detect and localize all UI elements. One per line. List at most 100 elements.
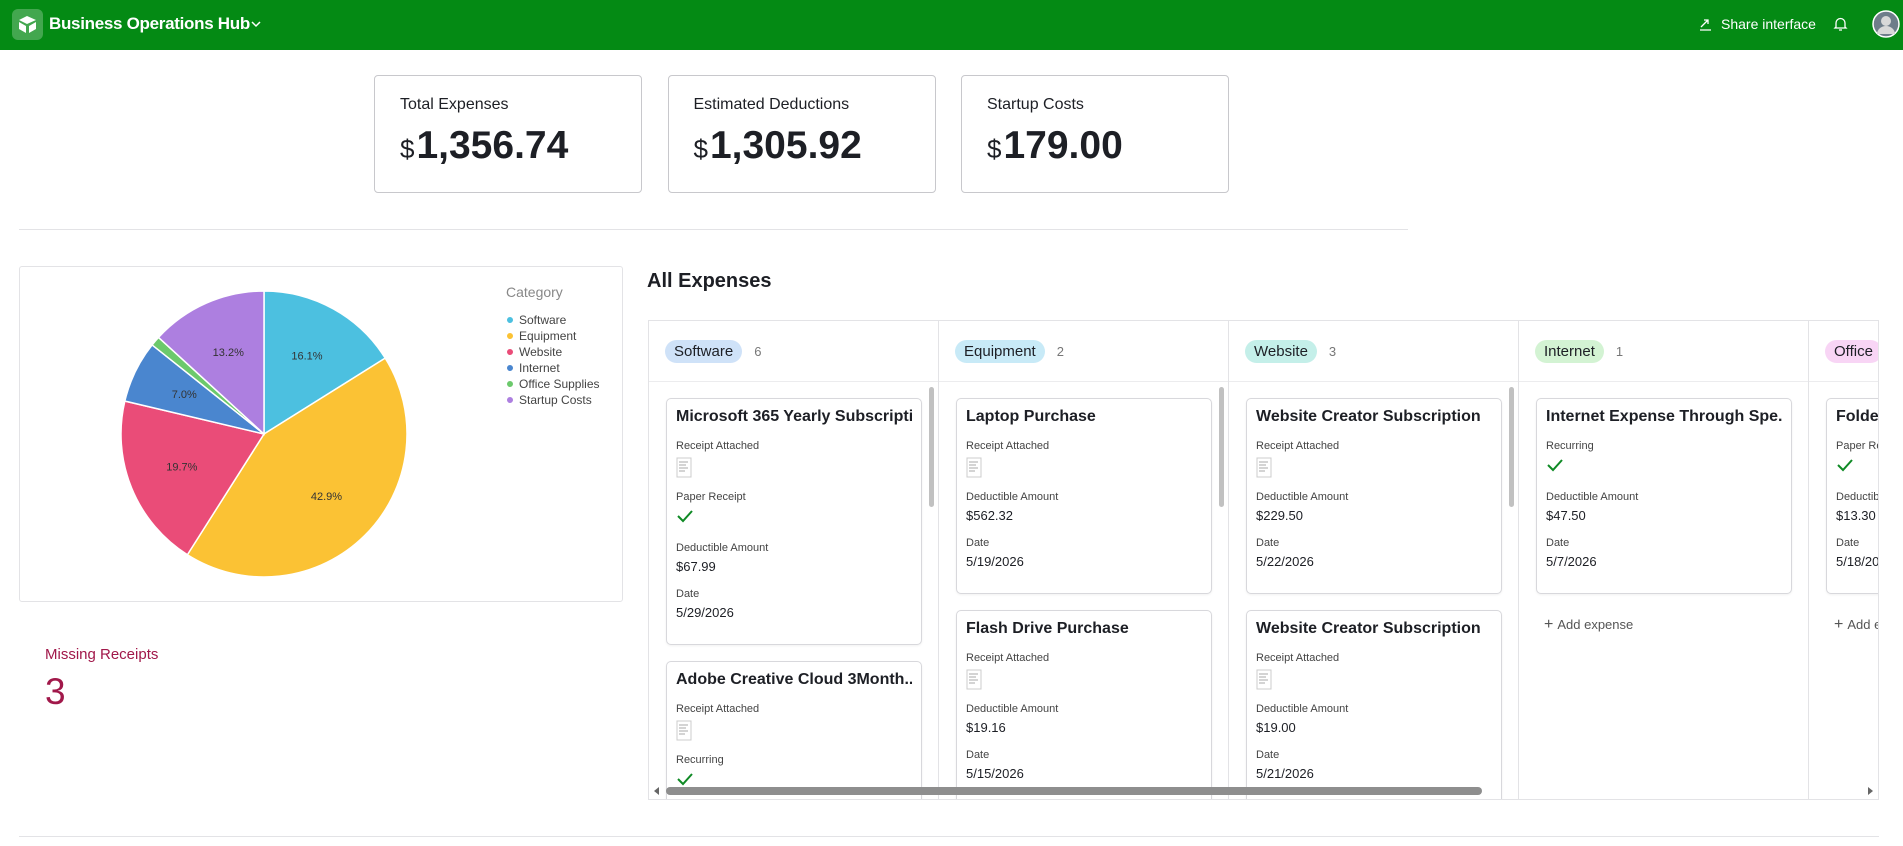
field-label: Paper Receipt <box>676 491 746 503</box>
receipt-thumbnail[interactable] <box>966 457 1202 479</box>
plus-icon: + <box>1834 616 1844 633</box>
checkmark <box>1837 459 1853 472</box>
kpi-label: Startup Costs <box>987 96 1084 113</box>
board-title: All Expenses <box>647 270 772 292</box>
field-label: Date <box>966 537 990 549</box>
kpi-value: 1,356.74 <box>416 124 569 167</box>
field-label: Recurring <box>1546 440 1594 452</box>
field-value: 5/19/2026 <box>966 554 1024 569</box>
slice-label: 16.1% <box>291 350 322 362</box>
slice-label: 13.2% <box>213 347 244 359</box>
expense-card[interactable]: Folder Paper Receipt Deductible Amount $13.… <box>1826 398 1879 594</box>
column-tag[interactable]: Equipment <box>955 339 1045 363</box>
field-label: Receipt Attached <box>966 440 1050 452</box>
column-tag[interactable]: Website <box>1245 339 1317 363</box>
kpi-amount: $179.00 <box>987 124 1228 168</box>
pie-slice <box>186 357 408 578</box>
app-logo[interactable] <box>12 9 43 40</box>
expense-card[interactable]: Flash Drive Purchase Receipt Attached Dedu… <box>956 610 1212 799</box>
kpi-amount: $1,356.74 <box>400 124 641 168</box>
checkmark <box>1547 459 1563 472</box>
field-value: $67.99 <box>676 559 716 574</box>
board-column: Office Folder Paper Receipt Deductible Amou… <box>1809 321 1879 799</box>
field-label: Date <box>676 588 700 600</box>
column-header: Website 3 <box>1229 321 1518 382</box>
field-value: $229.50 <box>1256 508 1303 523</box>
field-value: 5/18/2026 <box>1836 554 1879 569</box>
field-label: Receipt Attached <box>1256 652 1340 664</box>
kpi-currency: $ <box>693 134 708 164</box>
legend-label: Office Supplies <box>519 377 600 391</box>
top-bar: Business Operations Hub Share interface <box>0 0 1903 50</box>
divider <box>19 836 1879 837</box>
column-tag[interactable]: Office <box>1825 339 1878 363</box>
expense-card[interactable]: Internet Expense Through Spe... Recurring… <box>1536 398 1792 594</box>
field-label: Receipt Attached <box>676 703 760 715</box>
expense-card[interactable]: Website Creator Subscription Receipt Atta… <box>1246 398 1502 594</box>
legend-swatch <box>507 365 513 371</box>
kpi-card: Total Expenses $1,356.74 <box>374 75 642 193</box>
field-value: $562.32 <box>966 508 1013 523</box>
kanban-board: Software 6 Microsoft 365 Yearly Subscripti… <box>648 320 1879 800</box>
receipt-thumbnail[interactable] <box>676 457 912 479</box>
legend-swatch <box>507 349 513 355</box>
receipt-thumbnail[interactable] <box>1256 669 1492 691</box>
field-label: Date <box>1836 537 1860 549</box>
share-icon[interactable] <box>1698 17 1713 32</box>
h-scrollbar[interactable] <box>648 783 1879 799</box>
legend-swatch <box>507 397 513 403</box>
card-title: Microsoft 365 Yearly Subscripti... <box>676 408 912 425</box>
card-title: Folder <box>1836 408 1879 425</box>
board-column: Website 3 Website Creator Subscription Rece… <box>1229 321 1519 799</box>
share-button[interactable]: Share interface <box>1721 16 1816 32</box>
field-label: Receipt Attached <box>966 652 1050 664</box>
column-tag[interactable]: Internet <box>1535 339 1604 363</box>
expense-card[interactable]: Laptop Purchase Receipt Attached Deductibl… <box>956 398 1212 594</box>
card-title: Adobe Creative Cloud 3Month... <box>676 671 912 688</box>
thumb <box>966 457 982 478</box>
field-label: Date <box>1256 537 1280 549</box>
kpi-currency: $ <box>987 134 1002 164</box>
field-value: 5/15/2026 <box>966 766 1024 781</box>
receipt-thumbnail[interactable] <box>676 720 912 742</box>
field-label: Deductible Amount <box>676 542 769 554</box>
add-expense[interactable]: +Add expense <box>1544 616 1808 634</box>
thumb <box>966 669 982 690</box>
plus-icon: + <box>1544 616 1554 633</box>
v-scrollbar <box>929 387 934 507</box>
field-value: 5/22/2026 <box>1256 554 1314 569</box>
receipt-thumbnail[interactable] <box>1256 457 1492 479</box>
expense-card[interactable]: Adobe Creative Cloud 3Month... Receipt At… <box>666 661 922 799</box>
notifications[interactable] <box>1832 15 1849 33</box>
chevron[interactable] <box>250 19 262 29</box>
slice-label: 7.0% <box>172 389 197 401</box>
receipt-thumbnail[interactable] <box>966 669 1202 691</box>
legend-title: Category <box>506 284 563 300</box>
add-label: Add expense <box>1557 617 1634 632</box>
field-label: Deductible Amount <box>1256 491 1349 503</box>
expense-card[interactable]: Website Creator Subscription Receipt Atta… <box>1246 610 1502 799</box>
card-title: Internet Expense Through Spe... <box>1546 408 1782 425</box>
expense-card[interactable]: Microsoft 365 Yearly Subscripti... Receip… <box>666 398 922 645</box>
kpi-value: 179.00 <box>1003 124 1123 167</box>
pie-slice <box>263 290 387 436</box>
legend-swatch <box>507 381 513 387</box>
kpi-label: Estimated Deductions <box>693 96 850 113</box>
avatar[interactable] <box>1872 10 1900 38</box>
column-count: 1 <box>1615 343 1624 359</box>
legend-label: Internet <box>519 361 560 375</box>
legend-swatch <box>507 317 513 323</box>
field-label: Date <box>1256 749 1280 761</box>
kpi-value: 1,305.92 <box>709 124 862 167</box>
column-count: 6 <box>754 343 762 359</box>
field-label: Deductible Amount <box>966 491 1059 503</box>
app-title[interactable]: Business Operations Hub <box>49 14 250 33</box>
check-icon <box>1546 457 1782 479</box>
field-value: 5/29/2026 <box>676 605 734 620</box>
column-tag[interactable]: Software <box>665 339 743 363</box>
field-value: 5/7/2026 <box>1546 554 1597 569</box>
add-expense[interactable]: +Add expense <box>1834 616 1878 634</box>
checkmark <box>677 773 693 786</box>
legend-label: Startup Costs <box>519 393 592 407</box>
check-icon <box>1836 457 1878 479</box>
